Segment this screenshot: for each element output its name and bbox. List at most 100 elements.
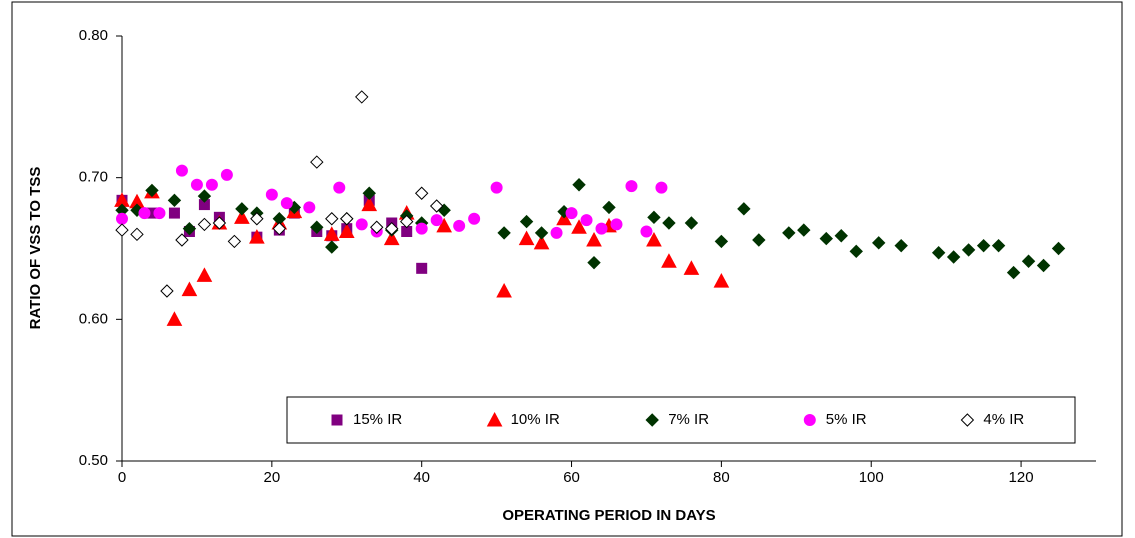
data-point	[205, 178, 218, 191]
data-point	[182, 221, 197, 236]
data-point	[610, 218, 623, 231]
data-point	[325, 240, 339, 254]
data-point	[197, 217, 212, 232]
data-point	[383, 230, 400, 246]
data-point	[130, 227, 144, 242]
x-tick-label: 120	[1009, 469, 1034, 486]
data-point	[991, 238, 1006, 253]
data-point	[453, 219, 466, 232]
data-point	[647, 210, 661, 225]
data-point	[595, 222, 608, 235]
data-point	[872, 236, 886, 250]
data-point	[490, 181, 503, 194]
x-tick-label: 40	[413, 469, 430, 486]
data-point	[661, 253, 677, 268]
data-point	[385, 221, 399, 236]
data-point	[587, 255, 601, 270]
data-point	[175, 164, 188, 177]
data-point	[550, 226, 563, 239]
data-point	[782, 226, 796, 240]
data-point	[714, 234, 729, 249]
data-point	[116, 212, 128, 225]
data-point	[160, 284, 174, 298]
data-point	[168, 207, 180, 219]
y-axis-title: RATIO OF VSS TO TSS	[27, 167, 44, 330]
data-point	[713, 273, 730, 288]
data-point	[1051, 241, 1066, 256]
legend-label: 4% IR	[983, 411, 1024, 428]
data-point	[518, 230, 535, 246]
data-point	[496, 282, 512, 298]
data-point	[534, 226, 549, 240]
data-point	[362, 186, 376, 200]
data-point	[602, 200, 616, 215]
data-point	[565, 207, 578, 220]
data-point	[961, 243, 976, 257]
data-point	[115, 223, 129, 237]
data-point	[737, 202, 751, 216]
x-tick-label: 20	[264, 469, 281, 486]
y-tick-label: 0.80	[79, 27, 108, 44]
y-tick-label: 0.70	[79, 169, 108, 186]
data-point	[145, 183, 159, 198]
data-point	[197, 189, 212, 203]
data-point	[819, 231, 833, 246]
data-point	[249, 229, 265, 244]
data-point	[400, 214, 414, 229]
data-point	[167, 193, 182, 208]
data-point	[430, 214, 443, 227]
legend-label: 10% IR	[511, 411, 560, 428]
data-point	[303, 201, 316, 214]
data-point	[946, 250, 961, 264]
data-point	[625, 180, 638, 193]
data-point	[580, 214, 593, 227]
data-point	[333, 181, 346, 194]
data-point	[894, 238, 908, 253]
data-point	[436, 217, 453, 233]
data-point	[684, 216, 699, 230]
data-point	[250, 212, 264, 226]
data-point	[414, 186, 429, 200]
data-point	[468, 212, 481, 225]
data-point	[683, 260, 700, 275]
data-point	[533, 234, 550, 250]
data-point	[646, 231, 662, 247]
data-point	[212, 216, 227, 230]
data-point	[1036, 258, 1051, 273]
data-point	[655, 181, 668, 194]
legend-marker	[331, 414, 343, 426]
data-point	[323, 226, 340, 241]
data-point	[196, 267, 213, 282]
data-point	[519, 214, 534, 229]
x-tick-label: 80	[713, 469, 730, 486]
y-tick-label: 0.50	[79, 452, 108, 469]
data-point	[355, 90, 369, 104]
chart-frame	[11, 1, 1123, 537]
y-tick-label: 0.60	[79, 310, 108, 327]
data-point	[265, 188, 278, 201]
data-point	[752, 233, 766, 247]
data-point	[497, 226, 511, 240]
data-point	[340, 212, 354, 226]
x-tick-label: 60	[563, 469, 580, 486]
data-point	[338, 223, 355, 238]
data-point	[153, 207, 166, 220]
legend-box	[286, 396, 1076, 444]
data-point	[849, 244, 863, 259]
data-point	[166, 311, 183, 326]
x-tick-label: 100	[859, 469, 884, 486]
x-axis-title: OPERATING PERIOD IN DAYS	[502, 507, 715, 524]
data-point	[571, 219, 587, 234]
legend-marker	[803, 414, 816, 426]
data-point	[416, 262, 428, 274]
data-point	[834, 229, 848, 243]
data-point	[572, 178, 586, 192]
data-point	[190, 178, 203, 191]
data-point	[361, 196, 378, 212]
data-point	[415, 222, 428, 235]
data-point	[280, 197, 293, 210]
legend-marker	[960, 413, 975, 427]
data-point	[310, 155, 324, 169]
